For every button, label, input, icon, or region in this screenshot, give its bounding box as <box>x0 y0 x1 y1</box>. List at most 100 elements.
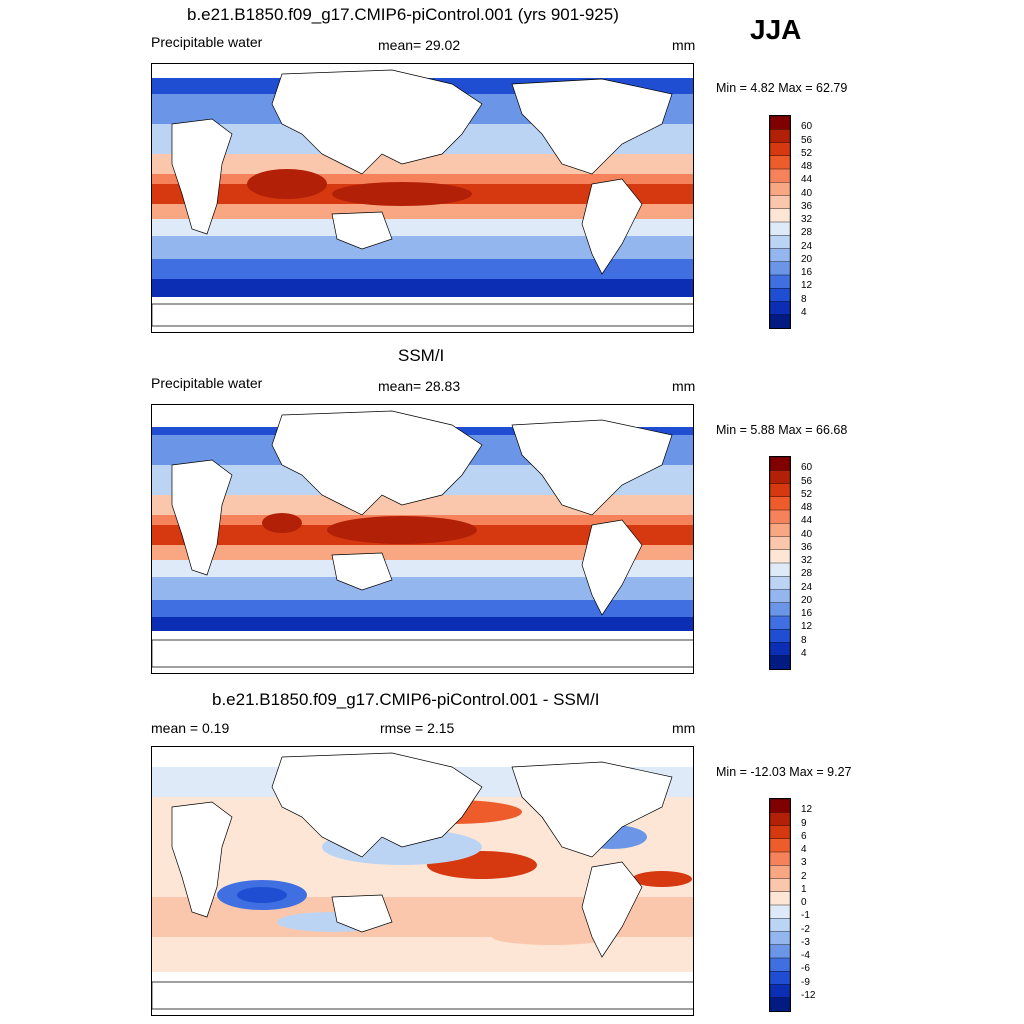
colorbar-swatch <box>770 208 790 223</box>
colorbar-tick-label: 8 <box>801 293 807 305</box>
panel-diff-mean: mean = 0.19 <box>151 720 230 736</box>
colorbar-tick-label: 60 <box>801 462 813 474</box>
panel-diff-map <box>151 746 694 1016</box>
colorbar-tick-label: 4 <box>801 647 807 659</box>
colorbar-tick-label: 24 <box>801 581 813 593</box>
colorbar-tick-label: 12 <box>801 621 813 633</box>
panel-model-map <box>151 63 694 333</box>
colorbar-swatch <box>770 904 790 919</box>
colorbar-swatch <box>770 918 790 933</box>
panel-obs-map <box>151 404 694 674</box>
colorbar-swatch <box>770 838 790 853</box>
colorbar-swatch <box>770 274 790 289</box>
colorbar-tick-label: 20 <box>801 253 813 265</box>
colorbar-tick-label: 8 <box>801 634 807 646</box>
panel-model-mean: mean= 29.02 <box>378 37 461 53</box>
colorbar-tick-label: 44 <box>801 515 813 527</box>
colorbar-tick-label: 2 <box>801 870 807 882</box>
colorbar-tick-label: 44 <box>801 174 813 186</box>
colorbar-tick-label: -2 <box>801 923 810 935</box>
colorbar-tick-label: 56 <box>801 475 813 487</box>
colorbar-tick-label: 32 <box>801 214 813 225</box>
colorbar-swatch <box>770 655 790 669</box>
colorbar-swatch <box>770 944 790 959</box>
colorbar-swatch <box>770 301 790 316</box>
colorbar-tick-label: -3 <box>801 936 810 948</box>
colorbar-swatch <box>770 142 790 157</box>
colorbar-tick-label: 60 <box>801 121 813 133</box>
colorbar-tick-label: 12 <box>801 804 813 816</box>
panel-diff-rmse: rmse = 2.15 <box>380 720 455 736</box>
colorbar-tick-label: 4 <box>801 306 807 318</box>
colorbar-swatch <box>770 314 790 328</box>
colorbar-swatch <box>770 129 790 144</box>
panel-diff-minmax: Min = -12.03 Max = 9.27 <box>716 765 852 779</box>
colorbar-swatch <box>770 288 790 303</box>
colorbar-swatch <box>770 235 790 250</box>
season-label: JJA <box>750 14 802 45</box>
panel-model-colorbar <box>769 115 791 329</box>
colorbar-tick-label: 36 <box>801 200 813 212</box>
colorbar-swatch <box>770 957 790 972</box>
colorbar-swatch <box>770 562 790 577</box>
panel-obs-colorbar <box>769 456 791 670</box>
colorbar-swatch <box>770 536 790 551</box>
colorbar-tick-label: 52 <box>801 147 813 159</box>
panel-diff-title: b.e21.B1850.f09_g17.CMIP6-piControl.001 … <box>212 690 600 709</box>
colorbar-swatch <box>770 221 790 236</box>
colorbar-tick-label: 40 <box>801 187 813 199</box>
colorbar-tick-label: 4 <box>801 844 807 855</box>
colorbar-swatch <box>770 496 790 511</box>
colorbar-swatch <box>770 470 790 485</box>
colorbar-swatch <box>770 261 790 276</box>
panel-obs-mean: mean= 28.83 <box>378 378 461 394</box>
colorbar-swatch <box>770 483 790 498</box>
colorbar-swatch <box>770 642 790 657</box>
colorbar-swatch <box>770 812 790 827</box>
colorbar-tick-label: 48 <box>801 502 813 513</box>
colorbar-tick-label: 56 <box>801 134 813 146</box>
colorbar-tick-label: 32 <box>801 555 813 566</box>
colorbar-tick-label: 24 <box>801 240 813 252</box>
colorbar-tick-label: 48 <box>801 161 813 172</box>
colorbar-tick-label: -12 <box>801 989 816 1001</box>
colorbar-swatch <box>770 457 790 471</box>
colorbar-swatch <box>770 615 790 630</box>
colorbar-tick-label: 6 <box>801 830 807 842</box>
panel-model-title: b.e21.B1850.f09_g17.CMIP6-piControl.001 … <box>187 5 619 24</box>
colorbar-tick-label: 16 <box>801 608 813 619</box>
colorbar-tick-label: 1 <box>801 883 807 895</box>
panel-obs-title: SSM/I <box>398 346 445 365</box>
colorbar-swatch <box>770 971 790 986</box>
colorbar-swatch <box>770 248 790 263</box>
colorbar-tick-label: 36 <box>801 541 813 553</box>
panel-model-variable-label: Precipitable water <box>151 34 263 50</box>
colorbar-swatch <box>770 851 790 866</box>
colorbar-swatch <box>770 549 790 564</box>
colorbar-tick-label: 3 <box>801 857 807 869</box>
colorbar-tick-label: -1 <box>801 910 810 922</box>
colorbar-tick-label: 28 <box>801 568 813 580</box>
colorbar-swatch <box>770 589 790 604</box>
colorbar-swatch <box>770 891 790 906</box>
panel-obs-units: mm <box>672 378 696 394</box>
colorbar-swatch <box>770 799 790 813</box>
panel-obs-variable-label: Precipitable water <box>151 375 263 391</box>
colorbar-swatch <box>770 195 790 210</box>
colorbar-tick-label: 16 <box>801 267 813 278</box>
colorbar-tick-label: 0 <box>801 897 807 908</box>
colorbar-swatch <box>770 825 790 840</box>
colorbar-tick-label: 28 <box>801 227 813 239</box>
colorbar-tick-label: -6 <box>801 963 810 975</box>
colorbar-swatch <box>770 509 790 524</box>
colorbar-swatch <box>770 629 790 644</box>
colorbar-tick-label: 12 <box>801 280 813 292</box>
panel-model-units: mm <box>672 37 696 53</box>
panel-diff-colorbar <box>769 798 791 1012</box>
colorbar-tick-label: 52 <box>801 488 813 500</box>
colorbar-swatch <box>770 931 790 946</box>
colorbar-swatch <box>770 182 790 197</box>
colorbar-swatch <box>770 523 790 538</box>
colorbar-swatch <box>770 878 790 893</box>
colorbar-swatch <box>770 865 790 880</box>
